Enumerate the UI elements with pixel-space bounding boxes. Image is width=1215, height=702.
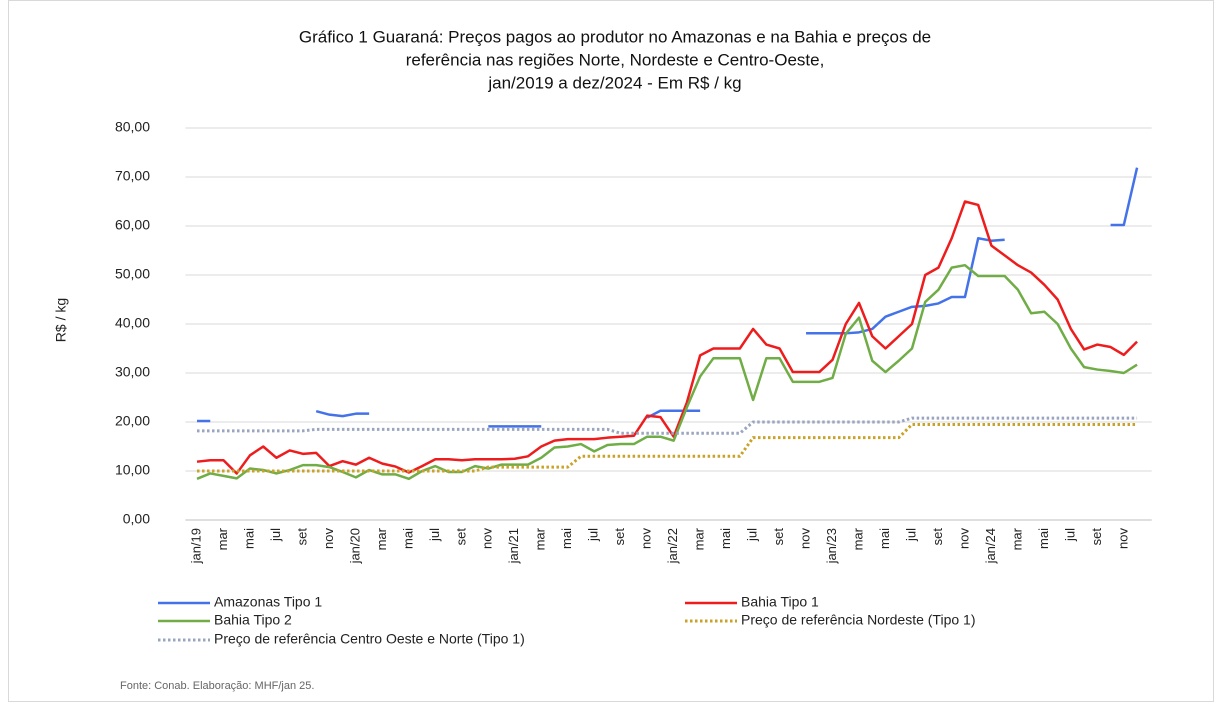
y-tick-label: 50,00 — [115, 266, 150, 282]
series-line — [196, 263, 1138, 481]
x-tick-label: mar — [374, 527, 389, 550]
chart-title: Gráfico 1 Guaraná: Preços pagos ao produ… — [299, 27, 931, 46]
x-tick-label: jul — [745, 528, 760, 542]
x-tick-label: nov — [956, 528, 971, 549]
series-line — [196, 200, 1138, 475]
x-tick-label: mar — [215, 527, 230, 550]
y-tick-label: 80,00 — [115, 119, 150, 135]
legend-label: Preço de referência Centro Oeste e Norte… — [214, 631, 525, 647]
x-tick-label: set — [1089, 528, 1104, 546]
x-tick-label: mar — [850, 527, 865, 550]
x-tick-label: nov — [1115, 528, 1130, 549]
y-axis-label: R$ / kg — [53, 298, 69, 342]
chart-title: referência nas regiões Norte, Nordeste e… — [406, 50, 825, 69]
x-tick-label: jan/21 — [506, 528, 521, 564]
x-tick-label: jul — [427, 528, 442, 542]
x-tick-label: nov — [639, 528, 654, 549]
x-tick-label: jan/23 — [824, 528, 839, 564]
source: Fonte: Conab. Elaboração: MHF/jan 25. — [120, 680, 314, 692]
legend-label: Bahia Tipo 1 — [741, 594, 819, 610]
y-tick-label: 0,00 — [123, 511, 150, 527]
legend-label: Amazonas Tipo 1 — [214, 594, 322, 610]
y-tick-label: 60,00 — [115, 217, 150, 233]
x-tick-label: jan/22 — [665, 528, 680, 564]
x-tick-label: mai — [1036, 528, 1051, 549]
series-line — [197, 416, 1138, 435]
x-tick-label: mar — [692, 527, 707, 550]
x-tick-label: jan/24 — [983, 528, 998, 564]
y-tick-label: 20,00 — [115, 413, 150, 429]
y-tick-label: 70,00 — [115, 168, 150, 184]
chart-title: jan/2019 a dez/2024 - Em R$ / kg — [487, 73, 741, 92]
series-line — [197, 167, 1139, 428]
x-tick-label: nov — [321, 528, 336, 549]
legend-label: Preço de referência Nordeste (Tipo 1) — [741, 612, 975, 628]
x-tick-label: mai — [241, 528, 256, 549]
x-tick-label: mai — [559, 528, 574, 549]
chart-border — [8, 0, 1214, 702]
legend-label: Bahia Tipo 2 — [214, 612, 292, 628]
x-tick-label: nov — [797, 528, 812, 549]
x-tick-label: set — [771, 528, 786, 546]
x-tick-label: set — [453, 528, 468, 546]
x-tick-label: set — [612, 528, 627, 546]
x-tick-label: mar — [1009, 527, 1024, 550]
y-tick-label: 10,00 — [115, 462, 150, 478]
x-tick-label: jan/19 — [188, 528, 203, 564]
series-line — [197, 422, 1138, 473]
x-tick-label: jan/20 — [347, 528, 362, 564]
x-tick-label: mai — [877, 528, 892, 549]
x-tick-label: jul — [1062, 528, 1077, 542]
x-tick-label: jul — [903, 528, 918, 542]
x-tick-label: jul — [586, 528, 601, 542]
x-tick-label: mai — [400, 528, 415, 549]
y-tick-label: 40,00 — [115, 315, 150, 331]
x-tick-label: set — [294, 528, 309, 546]
x-tick-label: mar — [533, 527, 548, 550]
x-tick-label: jul — [268, 528, 283, 542]
x-tick-label: mai — [718, 528, 733, 549]
x-tick-label: set — [930, 528, 945, 546]
x-tick-label: nov — [480, 528, 495, 549]
y-tick-label: 30,00 — [115, 364, 150, 380]
